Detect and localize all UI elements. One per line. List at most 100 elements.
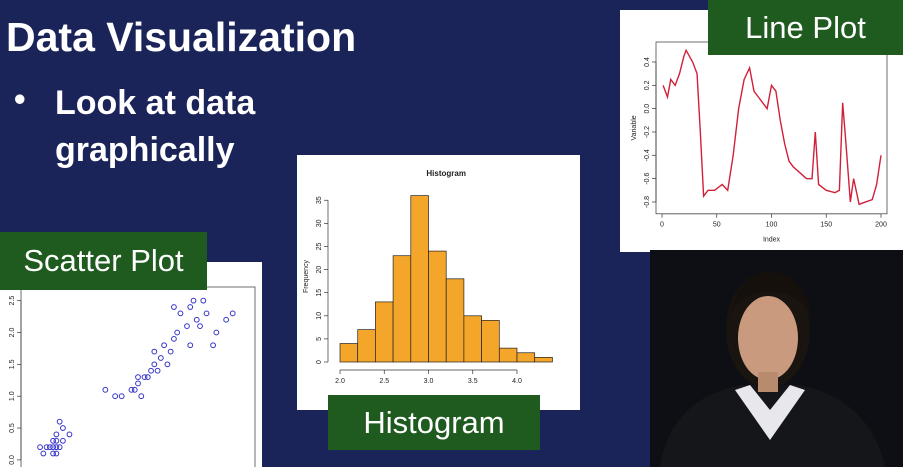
point xyxy=(171,335,177,342)
point xyxy=(187,342,194,349)
y-tick-label: -0.6 xyxy=(644,173,651,185)
point xyxy=(229,310,236,317)
x-tick-label: 200 xyxy=(875,222,887,229)
x-tick-label: 100 xyxy=(766,222,778,229)
point xyxy=(46,444,53,451)
x-tick-label: 150 xyxy=(820,222,832,229)
x-tick-label: 0 xyxy=(660,222,664,229)
point xyxy=(200,297,207,304)
point xyxy=(171,304,177,310)
x-tick-label: 3.5 xyxy=(468,378,478,385)
y-tick-label: 30 xyxy=(316,219,323,227)
point xyxy=(210,342,216,349)
point xyxy=(37,444,43,451)
y-tick-label: 1.0 xyxy=(9,391,16,401)
y-tick-label: 0.0 xyxy=(644,104,651,114)
point xyxy=(43,444,50,451)
point xyxy=(164,361,171,368)
point xyxy=(184,323,190,330)
point xyxy=(187,304,194,310)
point xyxy=(102,386,109,393)
point xyxy=(60,425,66,431)
y-axis-label: Variable xyxy=(631,115,638,140)
point xyxy=(223,316,230,323)
bar xyxy=(339,343,359,363)
y-tick-label: 2.5 xyxy=(9,296,16,306)
point xyxy=(50,437,57,444)
bar xyxy=(481,320,500,363)
line xyxy=(662,48,882,206)
y-axis-label: Frequency xyxy=(303,259,310,293)
point xyxy=(138,393,145,400)
x-tick-label: 2.5 xyxy=(379,378,389,385)
point xyxy=(66,431,73,438)
point xyxy=(50,450,57,457)
scatter-plot-label: Scatter Plot xyxy=(0,232,207,290)
point xyxy=(53,450,60,457)
point xyxy=(151,361,158,368)
presenter xyxy=(650,250,903,467)
y-tick-label: 20 xyxy=(316,266,323,274)
y-tick-label: 5 xyxy=(316,337,323,341)
y-tick-label: 1.5 xyxy=(9,359,16,369)
point xyxy=(53,444,60,451)
point xyxy=(213,329,220,336)
y-tick-label: 0 xyxy=(316,360,323,364)
y-tick-label: 25 xyxy=(316,242,323,250)
point xyxy=(203,310,210,317)
y-tick-label: 0.2 xyxy=(644,80,651,90)
point xyxy=(118,393,125,400)
point xyxy=(174,329,181,336)
point xyxy=(161,342,168,349)
bar xyxy=(534,357,553,363)
x-tick-label: 2.0 xyxy=(335,378,345,385)
point xyxy=(128,386,135,393)
y-tick-label: -0.4 xyxy=(644,149,651,161)
slide-title: Data Visualization xyxy=(6,14,357,60)
bullet-text: Look at data graphically xyxy=(55,84,256,169)
point xyxy=(56,444,63,451)
bar xyxy=(428,250,447,363)
y-tick-label: 0.5 xyxy=(9,423,16,433)
point xyxy=(131,386,138,393)
scatter-panel xyxy=(0,262,262,467)
y-tick-label: 2.0 xyxy=(9,328,16,338)
y-tick-label: 35 xyxy=(316,196,323,204)
x-tick-label: 50 xyxy=(713,222,721,229)
point xyxy=(154,367,161,374)
y-tick-label: 10 xyxy=(316,312,323,320)
y-tick-label: -0.8 xyxy=(644,196,651,208)
x-axis-label: Index xyxy=(763,237,781,244)
point xyxy=(141,374,148,380)
chart-title: Histogram xyxy=(426,169,466,178)
bar xyxy=(357,329,376,363)
point xyxy=(53,437,60,444)
point xyxy=(56,418,63,425)
x-tick-label: 4.0 xyxy=(512,378,522,385)
bar xyxy=(445,278,465,363)
point xyxy=(167,348,174,355)
bar xyxy=(392,255,412,363)
point xyxy=(112,393,119,400)
point xyxy=(151,348,158,355)
y-tick-label: 0.4 xyxy=(644,57,651,67)
point xyxy=(50,444,57,451)
point xyxy=(157,355,164,361)
line-plot-label: Line Plot xyxy=(708,0,903,55)
point xyxy=(40,450,47,457)
y-tick-label: 15 xyxy=(316,289,323,297)
bar xyxy=(375,301,394,363)
y-tick-label: -0.2 xyxy=(644,126,651,138)
bar xyxy=(516,352,536,363)
point xyxy=(197,323,203,330)
point xyxy=(144,374,151,380)
bar xyxy=(498,347,518,363)
bullet-dot: • xyxy=(14,80,26,117)
point xyxy=(177,310,184,317)
bar xyxy=(410,195,429,363)
point xyxy=(190,297,197,304)
point xyxy=(193,316,200,323)
point xyxy=(148,367,154,374)
y-tick-label: 0.0 xyxy=(9,455,16,465)
